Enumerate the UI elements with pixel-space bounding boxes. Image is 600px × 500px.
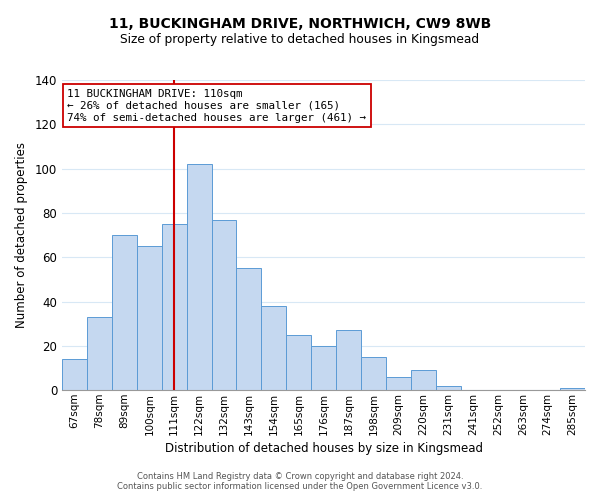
Text: 11, BUCKINGHAM DRIVE, NORTHWICH, CW9 8WB: 11, BUCKINGHAM DRIVE, NORTHWICH, CW9 8WB [109,18,491,32]
Text: 11 BUCKINGHAM DRIVE: 110sqm
← 26% of detached houses are smaller (165)
74% of se: 11 BUCKINGHAM DRIVE: 110sqm ← 26% of det… [67,90,367,122]
Bar [87,317,112,390]
Bar [137,246,162,390]
Bar [311,346,336,390]
Bar [62,359,87,390]
Text: Contains public sector information licensed under the Open Government Licence v3: Contains public sector information licen… [118,482,482,491]
Bar [361,357,386,390]
Text: Size of property relative to detached houses in Kingsmead: Size of property relative to detached ho… [121,32,479,46]
Y-axis label: Number of detached properties: Number of detached properties [15,142,28,328]
Bar [386,377,411,390]
X-axis label: Distribution of detached houses by size in Kingsmead: Distribution of detached houses by size … [164,442,482,455]
Bar [212,220,236,390]
Bar [236,268,262,390]
Bar [560,388,585,390]
Bar [187,164,212,390]
Bar [436,386,461,390]
Text: Contains HM Land Registry data © Crown copyright and database right 2024.: Contains HM Land Registry data © Crown c… [137,472,463,481]
Bar [336,330,361,390]
Bar [411,370,436,390]
Bar [162,224,187,390]
Bar [262,306,286,390]
Bar [286,335,311,390]
Bar [112,235,137,390]
